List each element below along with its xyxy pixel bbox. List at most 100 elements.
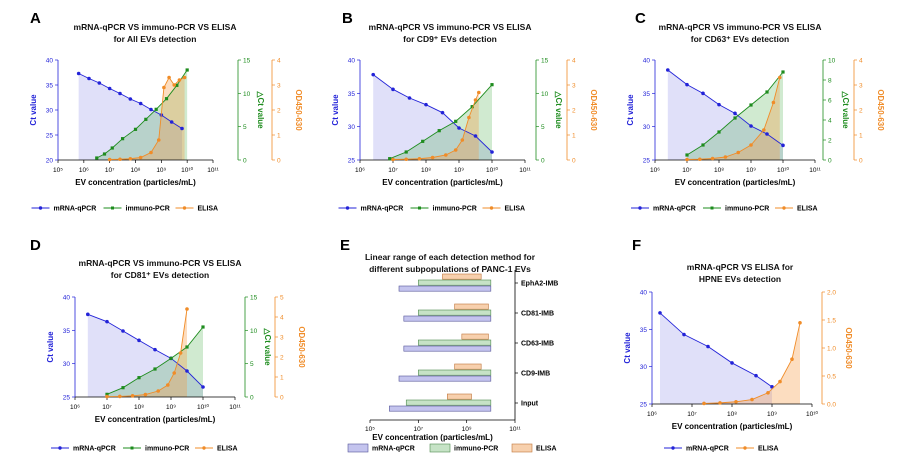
x-tick-label: 10⁸ — [134, 404, 144, 411]
data-point-immuno-PCR — [95, 156, 99, 160]
y-mid-tick-label: 15 — [541, 58, 549, 65]
data-point-mRNA-qPCR — [107, 86, 112, 91]
data-point-immuno-PCR — [701, 143, 705, 147]
series-line-ELISA — [703, 322, 801, 404]
data-point-ELISA — [143, 392, 148, 397]
legend-label: immuno-PCR — [725, 206, 769, 213]
data-point-mRNA-qPCR — [730, 361, 734, 365]
y-mid-tick-label: 0 — [828, 158, 832, 165]
legend-marker — [38, 206, 43, 210]
data-point-ELISA — [118, 157, 122, 162]
legend-label: immuno-PCR — [145, 446, 189, 453]
legend-swatch-immuno-PCR — [429, 443, 451, 453]
y-mid-axis-label: △Ct value — [256, 90, 265, 129]
x-axis-label: EV concentration (particles/mL) — [75, 178, 196, 187]
data-point-immuno-PCR — [765, 90, 769, 94]
x-tick-label: 10⁶ — [647, 411, 657, 418]
chart-title-line2: for All EVs detection — [114, 34, 197, 44]
legend-marker — [743, 446, 747, 450]
panel-label: A — [30, 10, 41, 27]
y-left-tick-label: 25 — [348, 158, 356, 165]
chart-title-line1: mRNA-qPCR VS ELISA for — [687, 262, 794, 272]
series-area-ELISA — [704, 322, 800, 404]
data-point-mRNA-qPCR — [149, 107, 153, 112]
chart-title-line1: mRNA-qPCR VS immuno-PCR VS ELISA — [659, 22, 822, 32]
y-mid-tick-label: 15 — [250, 295, 258, 302]
y-right-tick-label: 2 — [280, 355, 284, 362]
data-point-mRNA-qPCR — [118, 91, 122, 96]
data-point-ELISA — [156, 138, 161, 142]
legend-label: ELISA — [217, 446, 238, 453]
data-point-immuno-PCR — [105, 392, 109, 396]
x-axis-label: EV concentration (particles/mL) — [675, 178, 796, 187]
series-line-ELISA — [392, 92, 480, 160]
range-bar-immuno-PCR — [418, 309, 492, 316]
data-point-mRNA-qPCR — [473, 134, 478, 138]
data-point-immuno-PCR — [404, 150, 408, 154]
data-point-ELISA — [477, 90, 481, 95]
data-point-mRNA-qPCR — [682, 332, 686, 337]
x-tick-label: 10⁶ — [70, 404, 80, 411]
data-point-mRNA-qPCR — [201, 385, 205, 389]
data-point-mRNA-qPCR — [153, 347, 157, 352]
data-point-mRNA-qPCR — [105, 319, 109, 324]
series-area-mRNA-qPCR — [667, 70, 783, 160]
panel-label: E — [340, 237, 350, 254]
data-point-immuno-PCR — [185, 68, 189, 72]
y-left-axis-label: Ct value — [29, 94, 38, 126]
series-area-immuno-PCR — [389, 84, 492, 160]
y-right-tick-label: 2 — [572, 108, 576, 115]
legend-label: ELISA — [505, 206, 526, 213]
y-right-tick-label: 0 — [280, 395, 284, 402]
range-bar-ELISA — [461, 333, 489, 340]
y-right-tick-label: 4 — [859, 58, 863, 65]
data-point-immuno-PCR — [388, 157, 392, 161]
y-left-tick-label: 25 — [643, 158, 651, 165]
range-bar-immuno-PCR — [418, 339, 492, 346]
data-point-mRNA-qPCR — [86, 312, 90, 317]
x-tick-label: 10⁶ — [650, 167, 660, 174]
data-point-ELISA — [473, 98, 478, 102]
data-point-ELISA — [417, 156, 422, 161]
data-point-mRNA-qPCR — [440, 110, 445, 115]
chart-title-line1: mRNA-qPCR VS immuno-PCR VS ELISA — [369, 22, 532, 32]
legend: mRNA-qPCR immuno-PCR ELISA — [347, 443, 557, 453]
legend-marker — [130, 446, 134, 450]
y-mid-tick-label: 8 — [828, 78, 832, 85]
data-point-immuno-PCR — [154, 107, 158, 111]
chart-title-line2: for CD9⁺ EVs detection — [403, 34, 497, 44]
y-mid-tick-label: 0 — [250, 395, 254, 402]
data-point-mRNA-qPCR — [128, 97, 133, 101]
series-line-mRNA-qPCR — [667, 69, 784, 146]
data-point-ELISA — [771, 100, 776, 105]
data-point-mRNA-qPCR — [371, 72, 376, 77]
y-right-tick-label: 1 — [859, 133, 863, 140]
y-right-tick-label: 4 — [572, 58, 576, 65]
data-point-ELISA — [138, 155, 143, 160]
y-left-tick-label: 30 — [46, 108, 54, 115]
legend-marker — [58, 446, 62, 450]
x-tick-label: 10⁹ — [166, 404, 176, 411]
legend-label: immuno-PCR — [433, 206, 477, 213]
legend-label: mRNA-qPCR — [54, 206, 97, 213]
chart-title-line2: for CD81⁺ EVs detection — [111, 270, 209, 280]
y-right-tick-label: 3 — [280, 335, 284, 342]
y-mid-tick-label: 15 — [243, 58, 251, 65]
x-tick-label: 10⁸ — [131, 167, 141, 174]
data-point-mRNA-qPCR — [407, 96, 412, 100]
data-point-ELISA — [128, 156, 133, 161]
legend-label: ELISA — [198, 206, 219, 213]
y-mid-tick-label: 5 — [250, 361, 254, 368]
x-tick-label: 10⁸ — [727, 411, 737, 418]
y-mid-axis-label: △Ct value — [554, 90, 563, 129]
legend: mRNA-qPCR immuno-PCR ELISA — [31, 206, 219, 213]
data-point-immuno-PCR — [164, 97, 169, 101]
panel-E: E Linear range of each detection method f… — [340, 237, 558, 453]
x-axis-label: EV concentration (particles/mL) — [372, 433, 493, 442]
legend-marker — [710, 206, 714, 210]
series-area-immuno-PCR — [96, 70, 188, 160]
x-tick-label: 10¹¹ — [809, 167, 821, 174]
data-point-mRNA-qPCR — [666, 68, 670, 72]
data-point-mRNA-qPCR — [169, 120, 174, 124]
